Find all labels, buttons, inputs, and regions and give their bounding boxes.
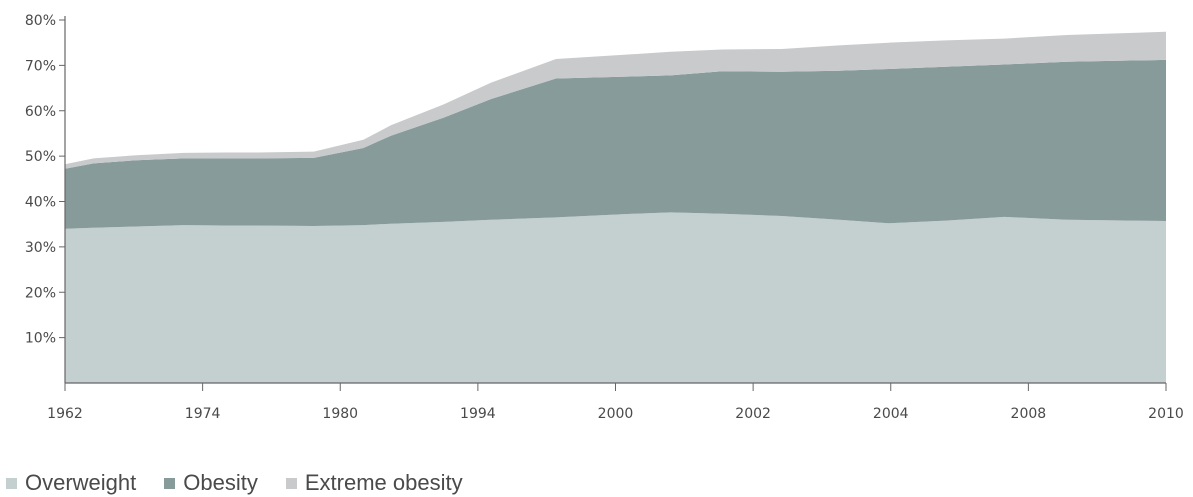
legend-swatch-overweight (6, 477, 17, 489)
x-tick-label: 1994 (460, 406, 496, 422)
y-tick-label: 30% (25, 240, 56, 256)
legend-item-obesity: Obesity (164, 470, 258, 496)
x-tick-label: 2008 (1011, 406, 1047, 422)
x-tick-label: 1980 (322, 406, 358, 422)
y-tick-label: 20% (25, 285, 56, 301)
y-tick-label: 80% (25, 13, 56, 29)
x-tick-label: 1974 (185, 406, 221, 422)
x-tick-label: 2010 (1148, 406, 1184, 422)
legend-label-extreme-obesity: Extreme obesity (304, 470, 463, 495)
legend-swatch-extreme-obesity (285, 477, 297, 489)
y-tick-label: 60% (25, 104, 56, 120)
x-tick-label: 2000 (598, 406, 634, 422)
x-tick-label: 2002 (735, 406, 771, 422)
legend-item-extreme-obesity: Extreme obesity (285, 470, 463, 496)
area-extreme-obesity (65, 31, 1166, 169)
area-layers (65, 31, 1166, 383)
area-obesity (65, 59, 1166, 229)
x-tick-label: 1962 (47, 406, 83, 422)
legend: Overweight Obesity Extreme obesity (6, 470, 491, 496)
y-tick-label: 70% (25, 58, 56, 74)
y-tick-label: 40% (25, 195, 56, 211)
x-tick-label: 2004 (873, 406, 909, 422)
legend-label-obesity: Obesity (183, 470, 258, 495)
x-axis-ticks: 1962 1974 1980 1994 2000 2002 2004 2008 2010 (47, 383, 1184, 422)
y-axis-ticks: 10% 20% 30% 40% 50% 60% 70% 80% (25, 13, 65, 347)
area-overweight (65, 212, 1166, 383)
legend-item-overweight: Overweight (6, 470, 136, 496)
legend-swatch-obesity (164, 477, 176, 489)
y-tick-label: 10% (25, 331, 56, 347)
legend-label-overweight: Overweight (25, 470, 137, 495)
y-tick-label: 50% (25, 149, 56, 165)
area-chart: 10% 20% 30% 40% 50% 60% 70% 80% 1962 1974 1980 199… (25, 13, 1184, 422)
